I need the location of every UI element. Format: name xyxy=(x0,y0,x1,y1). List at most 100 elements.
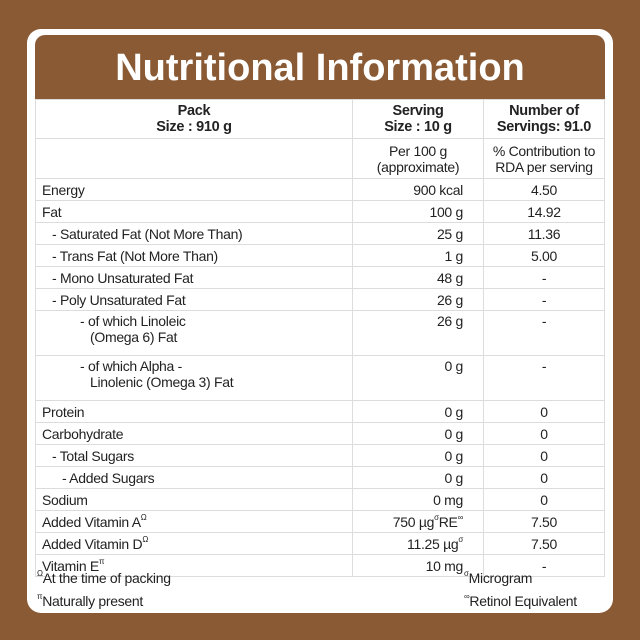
per-100g-value: 0 g xyxy=(352,466,484,489)
nutrition-card: Nutritional Information Pack Size : 910 g… xyxy=(27,29,613,613)
rda-value: 0 xyxy=(483,488,605,511)
nutrient-name: Protein xyxy=(35,400,353,423)
rda-line2: RDA per serving xyxy=(495,158,593,175)
footnote-mark: ∞ xyxy=(457,512,464,522)
footnote-natural: πNaturally present xyxy=(37,592,143,610)
rda-value: 11.36 xyxy=(483,222,605,245)
serving-size-value: Size : 10 g xyxy=(384,119,452,135)
serving-size: Serving Size : 10 g xyxy=(352,99,484,139)
per100-line2: (approximate) xyxy=(376,158,460,175)
per-100g-value: 26 g xyxy=(352,310,484,356)
table-row: - of which Alpha - Linolenic (Omega 3) Fa… xyxy=(35,355,605,401)
rda-value: - xyxy=(483,554,605,577)
nutrient-name: Sodium xyxy=(35,488,353,511)
value-text: 0 g xyxy=(444,469,463,486)
footnote-text: Naturally present xyxy=(42,593,143,609)
nutrient-label: - Poly Unsaturated Fat xyxy=(52,291,186,308)
nutrient-label: Carbohydrate xyxy=(42,425,124,442)
per-100g-value: 48 g xyxy=(352,266,484,289)
footnote-microgram: σMicrogram xyxy=(464,570,533,587)
value-text: 0 g xyxy=(444,447,463,464)
footnote-text: At the time of packing xyxy=(42,570,171,586)
nutrient-label: - Total Sugars xyxy=(52,447,134,464)
empty-cell xyxy=(35,138,353,179)
value-text: 25 g xyxy=(436,225,463,242)
nutrient-label: - of which Alpha - xyxy=(80,358,182,374)
table-row: - Total Sugars 0 g 0 xyxy=(35,444,605,467)
rda-value: - xyxy=(483,288,605,311)
value-text: 11.25 µg xyxy=(407,535,459,552)
per-100g-value: 10 mg xyxy=(352,554,484,577)
nutrient-name: - of which Linoleic (Omega 6) Fat xyxy=(35,310,353,356)
nutrient-label: - Added Sugars xyxy=(62,469,155,486)
rda-value: 7.50 xyxy=(483,532,605,555)
per-100g-value: 0 g xyxy=(352,400,484,423)
value-text: 100 g xyxy=(429,203,463,220)
nutrient-name: Energy xyxy=(35,178,353,201)
pack-size-value: Size : 910 g xyxy=(156,119,232,135)
footnote-packing: ΩAt the time of packing xyxy=(37,569,171,587)
rda-value: 0 xyxy=(483,400,605,423)
table-row: - Mono Unsaturated Fat 48 g - xyxy=(35,266,605,289)
footnote-mark: σ xyxy=(434,512,439,522)
nutrient-label: - of which Linoleic xyxy=(80,313,186,329)
rda-value: 0 xyxy=(483,444,605,467)
table-row: - Poly Unsaturated Fat 26 g - xyxy=(35,288,605,311)
per-100g-value: 26 g xyxy=(352,288,484,311)
header-row: Pack Size : 910 g Serving Size : 10 g Numb… xyxy=(35,99,605,139)
footnote-text: Microgram xyxy=(468,570,533,586)
per-100g-value: 0 mg xyxy=(352,488,484,511)
rda-value: - xyxy=(483,266,605,289)
pack-size: Pack Size : 910 g xyxy=(35,99,353,139)
rda-value: - xyxy=(483,310,605,356)
nutrient-name: Added Vitamin DΩ xyxy=(35,532,353,555)
pi-mark: π xyxy=(37,592,43,601)
omega-mark: Ω xyxy=(37,569,43,578)
nutrient-name: Fat xyxy=(35,200,353,223)
nutrient-label: Sodium xyxy=(42,491,88,508)
footnote-mark: π xyxy=(98,556,105,566)
nutrient-label: Added Vitamin A xyxy=(42,513,141,530)
table-row: Added Vitamin AΩ 750 µgσRE∞ 7.50 xyxy=(35,510,605,533)
per-100g-value: 0 g xyxy=(352,422,484,445)
page-title: Nutritional Information xyxy=(35,35,605,99)
nutrient-name: - Saturated Fat (Not More Than) xyxy=(35,222,353,245)
value-unit: RE xyxy=(438,513,458,530)
per-100g-value: 11.25 µgσ xyxy=(352,532,484,555)
nutrient-label: Energy xyxy=(42,181,85,198)
per-100g-value: 900 kcal xyxy=(352,178,484,201)
rda-line1: % Contribution to xyxy=(492,142,596,159)
nutrient-label-line2: Linolenic (Omega 3) Fat xyxy=(90,374,234,390)
table-row: Added Vitamin DΩ 11.25 µgσ 7.50 xyxy=(35,532,605,555)
nutrient-name: Added Vitamin AΩ xyxy=(35,510,353,533)
value-text: 0 g xyxy=(444,358,463,374)
nutrition-table: Pack Size : 910 g Serving Size : 10 g Numb… xyxy=(35,99,605,577)
footnote-mark: Ω xyxy=(140,512,147,522)
table-row: - Trans Fat (Not More Than) 1 g 5.00 xyxy=(35,244,605,267)
nutrient-label: Added Vitamin D xyxy=(42,535,143,552)
footnote-text: Retinol Equivalent xyxy=(469,593,577,609)
nutrient-label: - Saturated Fat (Not More Than) xyxy=(52,225,243,242)
number-of-servings: Number of Servings: 91.0 xyxy=(483,99,605,139)
nutrient-name: - of which Alpha - Linolenic (Omega 3) Fa… xyxy=(35,355,353,401)
value-text: 0 mg xyxy=(433,491,463,508)
nutrient-name: - Mono Unsaturated Fat xyxy=(35,266,353,289)
rda-value: 14.92 xyxy=(483,200,605,223)
per-100g-header: Per 100 g (approximate) xyxy=(352,138,484,179)
value-text: 26 g xyxy=(436,313,463,329)
serving-label: Serving xyxy=(392,103,444,119)
nutrient-label-line2: (Omega 6) Fat xyxy=(90,329,178,345)
table-row: - of which Linoleic (Omega 6) Fat 26 g - xyxy=(35,310,605,356)
table-row: Protein 0 g 0 xyxy=(35,400,605,423)
per-100g-value: 25 g xyxy=(352,222,484,245)
nutrient-label: Protein xyxy=(42,403,85,420)
nutrient-label: - Mono Unsaturated Fat xyxy=(52,269,194,286)
servings-label: Number of xyxy=(509,103,579,119)
footnote-retinol: ∞Retinol Equivalent xyxy=(464,593,577,610)
subheader-row: Per 100 g (approximate) % Contribution to… xyxy=(35,138,605,179)
nutrient-name: Carbohydrate xyxy=(35,422,353,445)
value-text: 1 g xyxy=(444,247,463,264)
rda-value: 4.50 xyxy=(483,178,605,201)
rda-header: % Contribution to RDA per serving xyxy=(483,138,605,179)
nutrient-label: Fat xyxy=(42,203,62,220)
